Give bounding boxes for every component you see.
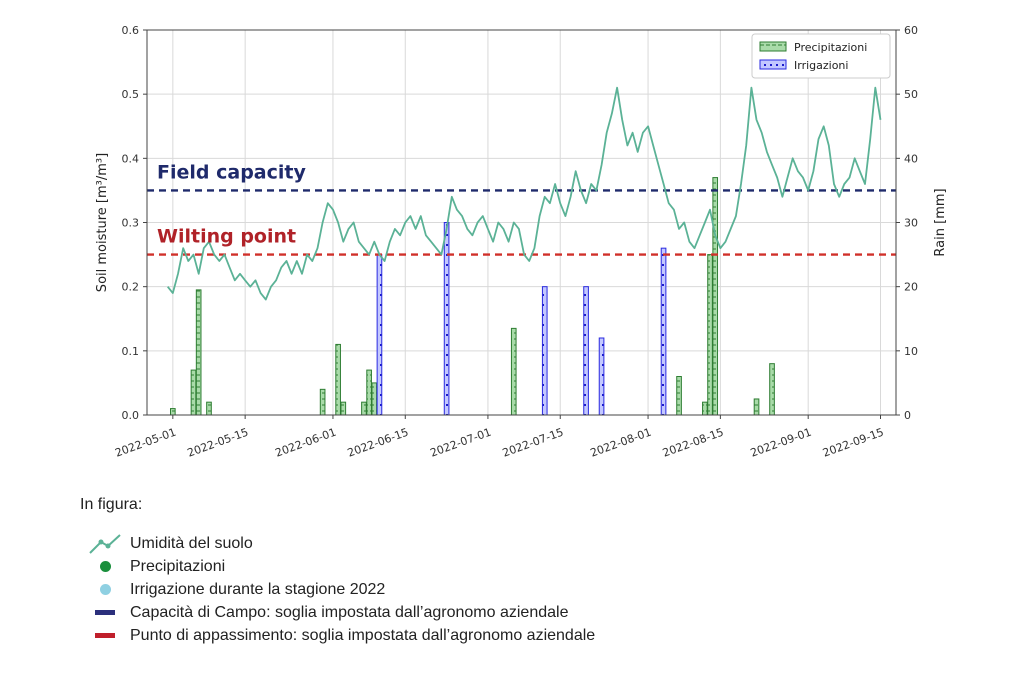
soil-moisture-line bbox=[166, 86, 882, 301]
caption-item-text: Precipitazioni bbox=[130, 557, 226, 575]
precipitation-bar bbox=[361, 401, 367, 416]
precipitation-bar bbox=[769, 363, 775, 416]
precipitation-bar bbox=[712, 177, 719, 416]
precipitation-bar bbox=[753, 398, 760, 416]
y-left-tick-label: 0.6 bbox=[122, 24, 140, 37]
precipitation-bar bbox=[190, 369, 197, 416]
y-right-tick-label: 40 bbox=[904, 152, 918, 165]
x-tick-label: 2022-06-15 bbox=[346, 426, 411, 460]
legend-swatch-irrigazioni bbox=[759, 59, 787, 70]
figure-caption: In figura: Umidità del suolo Precipitazio… bbox=[80, 496, 595, 647]
x-tick-label: 2022-09-15 bbox=[821, 426, 886, 460]
legend-label-irrigazioni: Irrigazioni bbox=[794, 59, 848, 72]
x-tick-label: 2022-09-01 bbox=[749, 426, 814, 460]
irrigation-bar bbox=[598, 337, 605, 416]
caption-item: Punto di appassimento: soglia impostata … bbox=[80, 624, 595, 647]
x-tick-label: 2022-08-01 bbox=[589, 426, 654, 460]
precipitation-bar bbox=[371, 382, 378, 416]
caption-item: Umidità del suolo bbox=[80, 532, 595, 555]
y-right-tick-label: 30 bbox=[904, 217, 918, 230]
precipitation-bar bbox=[707, 254, 713, 416]
y-left-tick-label: 0.5 bbox=[122, 88, 140, 101]
caption-title: In figura: bbox=[80, 496, 143, 513]
y-right-tick-label: 20 bbox=[904, 281, 918, 294]
caption-item-text: Punto di appassimento: soglia impostata … bbox=[130, 626, 596, 644]
caption-item: Irrigazione durante la stagione 2022 bbox=[80, 578, 595, 601]
caption-item: Capacità di Campo: soglia impostata dall… bbox=[80, 601, 595, 624]
caption-item-text: Umidità del suolo bbox=[130, 534, 253, 552]
irrigation-bar bbox=[660, 247, 667, 416]
y-right-axis-label: Rain [mm] bbox=[933, 188, 948, 256]
x-tick-label: 2022-08-15 bbox=[661, 426, 726, 460]
y-left-tick-label: 0.4 bbox=[122, 152, 140, 165]
trend-line-icon bbox=[80, 532, 130, 556]
precipitation-bar bbox=[335, 343, 341, 416]
soil-moisture-chart: Field capacity Wilting point 0.0 0.1 0.2 0.3 0… bbox=[95, 24, 948, 460]
irrigation-bar bbox=[541, 286, 548, 416]
precipitation-bar bbox=[702, 401, 708, 416]
y-left-tick-label: 0.2 bbox=[122, 281, 140, 294]
dot-icon bbox=[80, 584, 130, 595]
irrigation-bar bbox=[583, 286, 589, 416]
y-left-tick-label: 0.3 bbox=[122, 217, 140, 230]
x-tick-label: 2022-07-15 bbox=[501, 426, 566, 460]
precipitation-bar bbox=[170, 408, 176, 416]
y-right-tick-label: 50 bbox=[904, 88, 918, 101]
threshold-label-wilting-point: Wilting point bbox=[157, 226, 296, 248]
x-tick-label: 2022-07-01 bbox=[428, 426, 493, 460]
x-tick-label: 2022-05-15 bbox=[186, 426, 251, 460]
x-tick-label: 2022-06-01 bbox=[273, 426, 338, 460]
color-bar-icon bbox=[80, 610, 130, 615]
precipitation-bar bbox=[340, 401, 347, 416]
precipitation-bar bbox=[319, 388, 326, 416]
y-left-axis-label: Soil moisture [m³/m³] bbox=[95, 153, 110, 292]
color-bar-icon bbox=[80, 633, 130, 638]
legend-swatch-precipitazioni bbox=[759, 41, 787, 52]
precipitation-bar bbox=[366, 369, 372, 416]
caption-item-text: Capacità di Campo: soglia impostata dall… bbox=[130, 603, 569, 621]
precipitation-bar bbox=[676, 376, 682, 416]
irrigation-bar bbox=[443, 222, 450, 416]
y-left-tick-label: 0.1 bbox=[122, 345, 140, 358]
y-right-tick-label: 10 bbox=[904, 345, 918, 358]
threshold-label-field-capacity: Field capacity bbox=[157, 161, 306, 183]
caption-item: Precipitazioni bbox=[80, 555, 595, 578]
caption-list: Umidità del suolo Precipitazioni Irrigazio… bbox=[80, 532, 595, 647]
precipitation-bar bbox=[510, 327, 517, 416]
legend-label-precipitazioni: Precipitazioni bbox=[794, 41, 867, 54]
caption-item-text: Irrigazione durante la stagione 2022 bbox=[130, 580, 386, 598]
dot-icon bbox=[80, 561, 130, 572]
y-left-tick-label: 0.0 bbox=[122, 409, 140, 422]
y-right-tick-label: 0 bbox=[904, 409, 911, 422]
precipitation-bar bbox=[195, 289, 202, 416]
y-right-tick-label: 60 bbox=[904, 24, 918, 37]
precipitation-bar bbox=[206, 401, 212, 416]
x-tick-label: 2022-05-01 bbox=[113, 426, 178, 460]
irrigation-bar bbox=[376, 254, 383, 416]
